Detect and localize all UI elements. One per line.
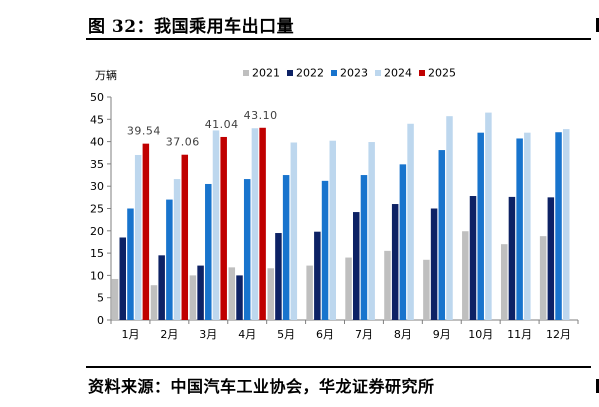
bar-2022-12: [547, 197, 555, 320]
x-tick-label-6: 6月: [316, 328, 334, 341]
bar-2021-12: [539, 236, 547, 320]
bar-2025-3: [220, 136, 227, 320]
bar-2022-6: [314, 231, 321, 320]
bar-2021-6: [306, 265, 313, 320]
x-tick-label-8: 8月: [394, 328, 412, 341]
bar-2022-8: [391, 204, 399, 320]
bar-2023-10: [477, 132, 484, 320]
data-label-4: 43.10: [244, 109, 278, 122]
y-tick-label-30: 30: [90, 180, 104, 193]
x-tick-label-5: 5月: [277, 328, 295, 341]
bar-2021-3: [189, 275, 197, 320]
bar-2025-2: [181, 154, 189, 320]
bar-2024-3: [212, 130, 220, 320]
x-tick-label-10: 10月: [468, 328, 493, 341]
bar-2021-5: [267, 268, 274, 320]
title-rule: [86, 38, 591, 40]
bar-2021-7: [345, 257, 352, 320]
edge-mark-bottom: [596, 379, 599, 393]
y-tick-label-5: 5: [97, 292, 104, 305]
y-axis-label: 万辆: [95, 68, 117, 82]
edge-mark-top: [596, 18, 599, 32]
y-tick-label-35: 35: [90, 158, 104, 171]
bar-2022-11: [508, 196, 516, 320]
x-tick-label-4: 4月: [238, 328, 256, 341]
bar-2023-5: [282, 175, 290, 320]
bar-2024-2: [173, 179, 181, 320]
bar-2022-9: [430, 208, 438, 320]
y-tick-label-10: 10: [90, 269, 104, 282]
bar-2021-2: [150, 285, 158, 320]
bar-2021-9: [423, 259, 430, 320]
bar-2024-9: [446, 116, 453, 320]
bar-2022-10: [469, 196, 477, 320]
bar-2023-6: [321, 180, 329, 320]
bar-2023-9: [438, 150, 446, 320]
bar-2021-1: [111, 278, 119, 320]
source-note: 资料来源：中国汽车工业协会，华龙证券研究所: [88, 377, 435, 396]
bar-2023-11: [516, 138, 523, 320]
x-tick-label-7: 7月: [355, 328, 373, 341]
y-tick-label-20: 20: [90, 225, 104, 238]
legend-swatch-2023: [331, 70, 337, 76]
legend-label-2021: 2021: [252, 67, 280, 80]
bar-2022-2: [158, 255, 165, 320]
bar-2023-2: [166, 199, 173, 320]
bar-2024-5: [290, 142, 298, 320]
figure-title: 图 32：我国乘用车出口量: [88, 17, 295, 37]
x-tick-label-11: 11月: [507, 328, 532, 341]
bar-2023-8: [399, 164, 407, 320]
x-tick-label-2: 2月: [160, 328, 178, 341]
bar-2024-8: [407, 123, 414, 320]
bar-2021-11: [500, 244, 508, 320]
bar-2024-10: [485, 112, 492, 320]
bar-2023-3: [205, 183, 212, 320]
x-tick-label-12: 12月: [546, 328, 571, 341]
bar-2022-4: [236, 275, 243, 320]
bar-2023-4: [243, 179, 251, 320]
bar-2024-11: [524, 132, 531, 320]
legend-swatch-2025: [419, 70, 425, 76]
bar-2024-12: [562, 129, 570, 320]
legend-label-2025: 2025: [428, 67, 456, 80]
y-tick-label-40: 40: [90, 136, 104, 149]
y-tick-label-25: 25: [90, 203, 104, 216]
y-tick-label-0: 0: [97, 314, 104, 327]
legend-label-2022: 2022: [296, 67, 324, 80]
legend-swatch-2024: [375, 70, 381, 76]
bar-2022-7: [353, 212, 360, 320]
bar-2023-7: [360, 175, 368, 320]
bar-2021-10: [462, 231, 469, 320]
bar-2023-12: [555, 132, 562, 320]
bar-2025-1: [142, 143, 150, 320]
bar-2022-5: [275, 233, 282, 320]
bar-2024-1: [134, 154, 142, 320]
legend-label-2023: 2023: [340, 67, 368, 80]
legend-swatch-2021: [243, 70, 249, 76]
data-label-1: 39.54: [127, 125, 161, 138]
bar-2021-4: [228, 267, 236, 320]
bar-2024-6: [329, 140, 336, 320]
x-tick-label-3: 3月: [199, 328, 217, 341]
legend-swatch-2022: [287, 70, 293, 76]
bar-2021-8: [384, 250, 391, 320]
bar-2023-1: [127, 208, 134, 320]
source-rule: [86, 366, 591, 368]
y-tick-label-45: 45: [90, 113, 104, 126]
y-tick-label-50: 50: [90, 91, 104, 104]
x-tick-label-1: 1月: [121, 328, 139, 341]
x-tick-label-9: 9月: [433, 328, 451, 341]
bar-2024-7: [368, 142, 375, 320]
bar-2024-4: [251, 128, 259, 320]
data-label-2: 37.06: [166, 136, 200, 149]
legend-label-2024: 2024: [384, 67, 412, 80]
y-tick-label-15: 15: [90, 247, 104, 260]
bar-2022-1: [119, 237, 127, 320]
bar-2025-4: [259, 127, 266, 320]
data-label-3: 41.04: [205, 118, 239, 131]
bar-2022-3: [197, 265, 204, 320]
